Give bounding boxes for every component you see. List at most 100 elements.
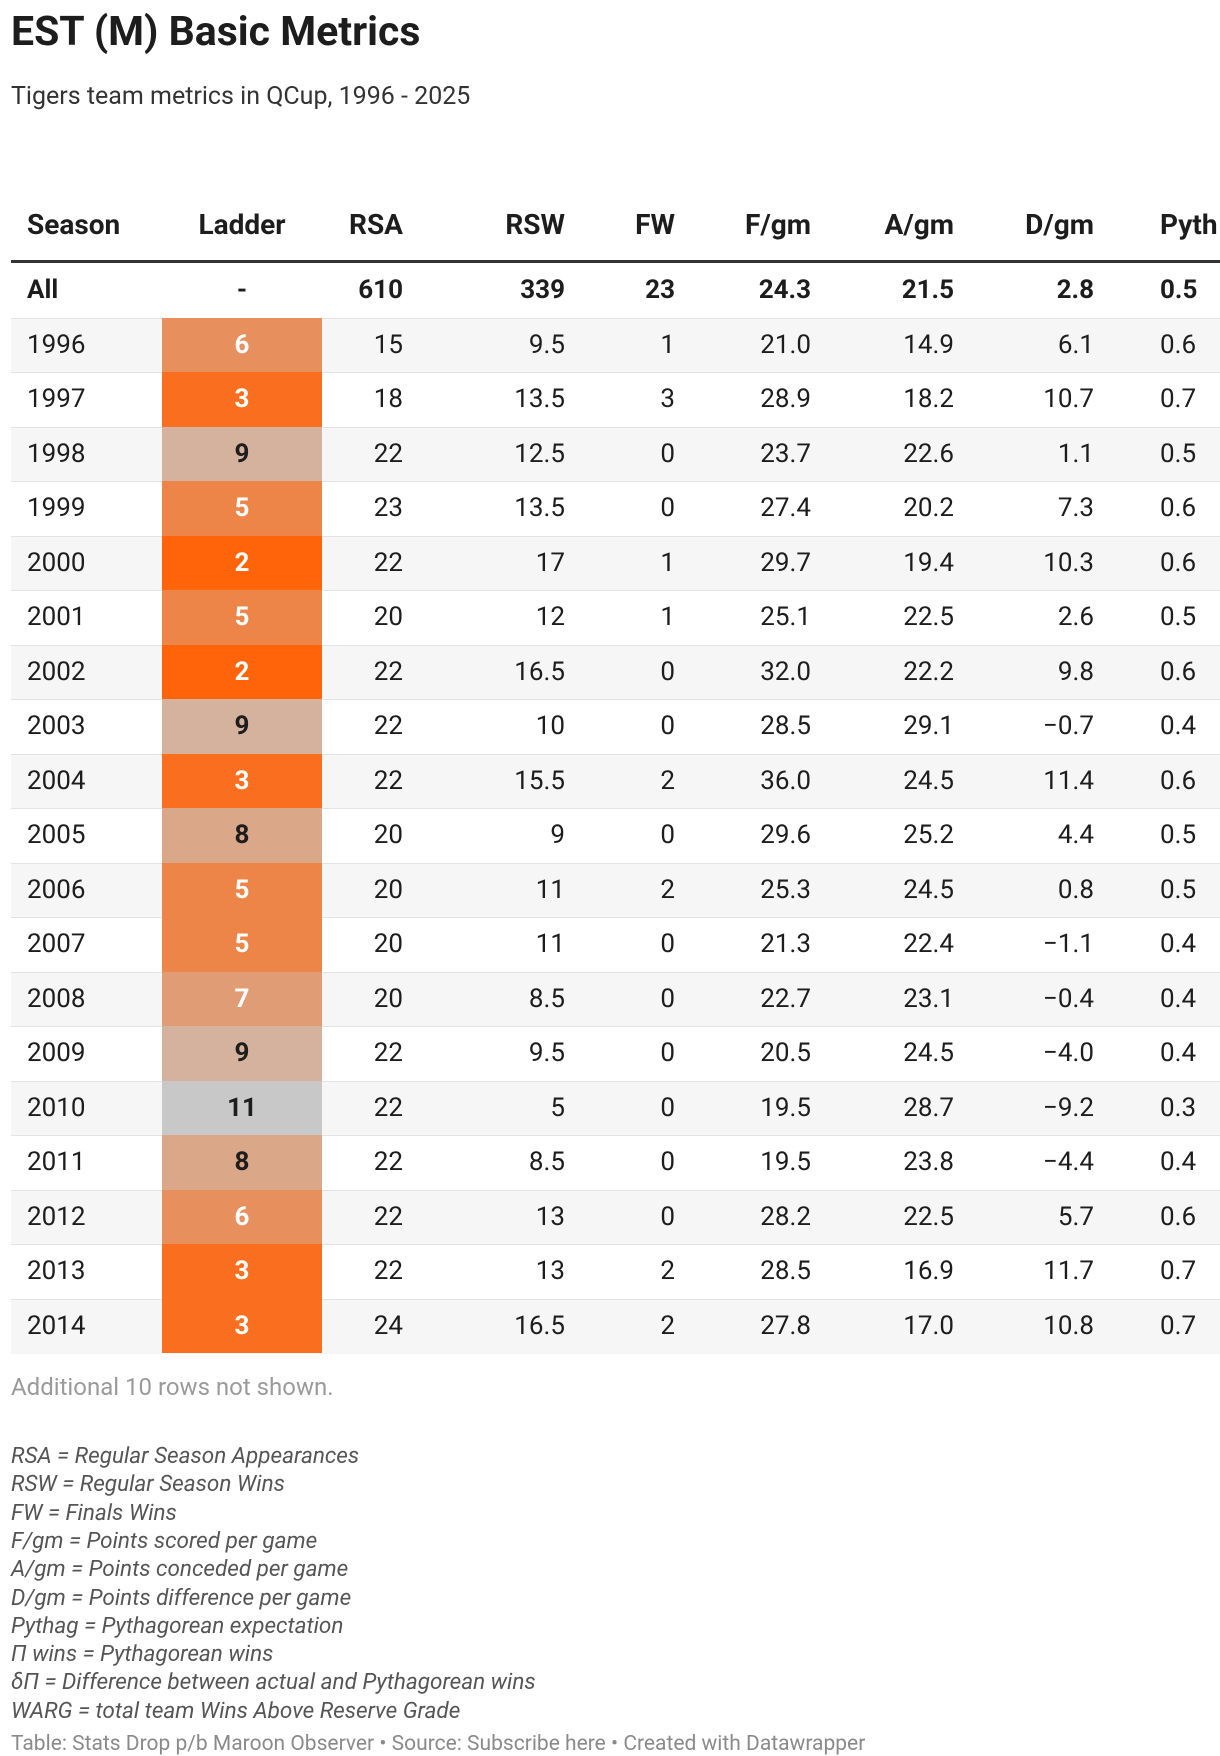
table-cell: −0.7 xyxy=(1043,711,1094,741)
ladder-cell: 8 xyxy=(234,1147,250,1177)
table-cell: 13.5 xyxy=(514,384,565,414)
ladder-cell: 3 xyxy=(234,384,250,414)
total-cell: 610 xyxy=(358,275,403,305)
ladder-cell: 2 xyxy=(234,547,250,578)
table-cell: 32.0 xyxy=(760,656,811,687)
column-header: FW xyxy=(635,208,675,241)
table-cell: 0 xyxy=(660,820,675,850)
ladder-cell-bg xyxy=(162,917,322,972)
legend-note: F/gm = Points scored per game xyxy=(11,1527,318,1554)
table-cell: 25.3 xyxy=(760,874,811,905)
table-cell: 0.6 xyxy=(1160,547,1197,578)
table-cell: 9.8 xyxy=(1057,656,1094,687)
table-cell: 0 xyxy=(660,1092,675,1123)
ladder-cell: 6 xyxy=(234,329,250,360)
table-cell: 0.5 xyxy=(1160,602,1197,632)
table-cell: 22.4 xyxy=(903,929,954,959)
column-header: A/gm xyxy=(884,208,954,241)
table-cell: 0 xyxy=(660,1147,675,1177)
legend-note: A/gm = Points conceded per game xyxy=(11,1556,349,1583)
table-cell: 1 xyxy=(660,547,675,578)
legend-note: RSA = Regular Season Appearances xyxy=(11,1443,360,1469)
ladder-cell: 3 xyxy=(234,1256,250,1286)
ladder-cell: 9 xyxy=(234,438,250,469)
table-cell: 22 xyxy=(373,547,403,578)
table-cell: 0 xyxy=(660,656,675,687)
table-cell: 24 xyxy=(373,1310,403,1341)
table-cell: 2004 xyxy=(27,765,86,796)
table-cell: 2008 xyxy=(27,983,86,1014)
column-header: Pyth xyxy=(1160,208,1218,241)
table-cell: 2002 xyxy=(27,656,86,687)
subtitle: Tigers team metrics in QCup, 1996 - 2025 xyxy=(11,82,471,111)
ladder-cell: 8 xyxy=(234,820,250,850)
table-cell: 28.5 xyxy=(760,711,811,741)
table-cell: 0.6 xyxy=(1160,1201,1197,1232)
table-cell: −9.2 xyxy=(1043,1092,1094,1123)
table-cell: 2 xyxy=(660,1310,675,1341)
table-cell: 0.5 xyxy=(1160,438,1197,469)
legend-note: δΠ = Difference between actual and Pytha… xyxy=(11,1669,536,1696)
table-cell: 0.6 xyxy=(1160,493,1197,523)
table-cell: 22.5 xyxy=(903,602,954,632)
table-cell: 29.7 xyxy=(760,547,811,578)
table-cell: 20 xyxy=(373,874,403,905)
table-cell: 1997 xyxy=(27,384,86,414)
table-cell: 11 xyxy=(535,874,565,905)
table-cell: 16.5 xyxy=(514,1310,565,1341)
table-cell: −0.4 xyxy=(1043,983,1094,1014)
table-cell: 22 xyxy=(373,1147,403,1177)
table-cell: 1 xyxy=(660,329,675,360)
ladder-cell-bg xyxy=(162,1080,322,1135)
table-cell: 18 xyxy=(373,384,403,414)
ladder-cell-bg xyxy=(162,753,322,808)
ladder-cell-bg xyxy=(162,1298,322,1353)
table-cell: 2009 xyxy=(27,1038,86,1068)
ladder-cell-bg xyxy=(162,862,322,917)
ladder-cell: 5 xyxy=(234,602,250,632)
footer: Table: Stats Drop p/b Maroon Observer • … xyxy=(11,1732,866,1756)
table-cell: 8.5 xyxy=(528,1147,565,1177)
table-cell: 0 xyxy=(660,711,675,741)
column-header: RSW xyxy=(505,208,565,241)
table-cell: 6.1 xyxy=(1057,329,1094,360)
table-cell: 12.5 xyxy=(514,438,565,469)
table-cell: 5 xyxy=(550,1092,565,1123)
table-cell: 24.5 xyxy=(903,874,954,905)
table-cell: 15 xyxy=(373,329,403,360)
ladder-cell: 7 xyxy=(234,983,250,1014)
table-cell: 1999 xyxy=(27,493,86,523)
table-cell: 20 xyxy=(373,602,403,632)
table-cell: 9.5 xyxy=(528,329,565,360)
table-cell: 9.5 xyxy=(528,1038,565,1068)
table-cell: 0.7 xyxy=(1160,384,1197,414)
table-cell: 2010 xyxy=(27,1092,86,1123)
table-cell: 0 xyxy=(660,493,675,523)
total-cell: 21.5 xyxy=(901,275,954,305)
table-cell: 1.1 xyxy=(1057,438,1094,469)
table-cell: 2003 xyxy=(27,711,86,741)
table-cell: 4.4 xyxy=(1057,820,1094,850)
header-rule xyxy=(11,260,1220,263)
table-cell: 29.6 xyxy=(760,820,811,850)
table-cell: 2 xyxy=(660,874,675,905)
column-header: Season xyxy=(27,208,121,241)
ladder-cell-bg xyxy=(162,1244,322,1299)
table-cell: 28.5 xyxy=(760,1256,811,1286)
table-cell: 19.5 xyxy=(760,1092,811,1123)
column-header: Ladder xyxy=(198,208,286,241)
ladder-cell: 5 xyxy=(234,874,250,905)
table-cell: 18.2 xyxy=(903,384,954,414)
table-cell: 1998 xyxy=(27,438,86,469)
ladder-cell: 3 xyxy=(234,765,250,796)
ladder-cell-bg xyxy=(162,1026,322,1081)
ladder-cell: 5 xyxy=(234,929,250,959)
ladder-cell-bg xyxy=(162,808,322,863)
table-cell: 15.5 xyxy=(514,765,565,796)
ladder-cell: 5 xyxy=(234,493,250,523)
table-cell: 0 xyxy=(660,1201,675,1232)
table-cell: 20.2 xyxy=(903,493,954,523)
table-cell: 2013 xyxy=(27,1256,86,1286)
table-cell: 0 xyxy=(660,929,675,959)
total-cell: 2.8 xyxy=(1056,275,1094,305)
